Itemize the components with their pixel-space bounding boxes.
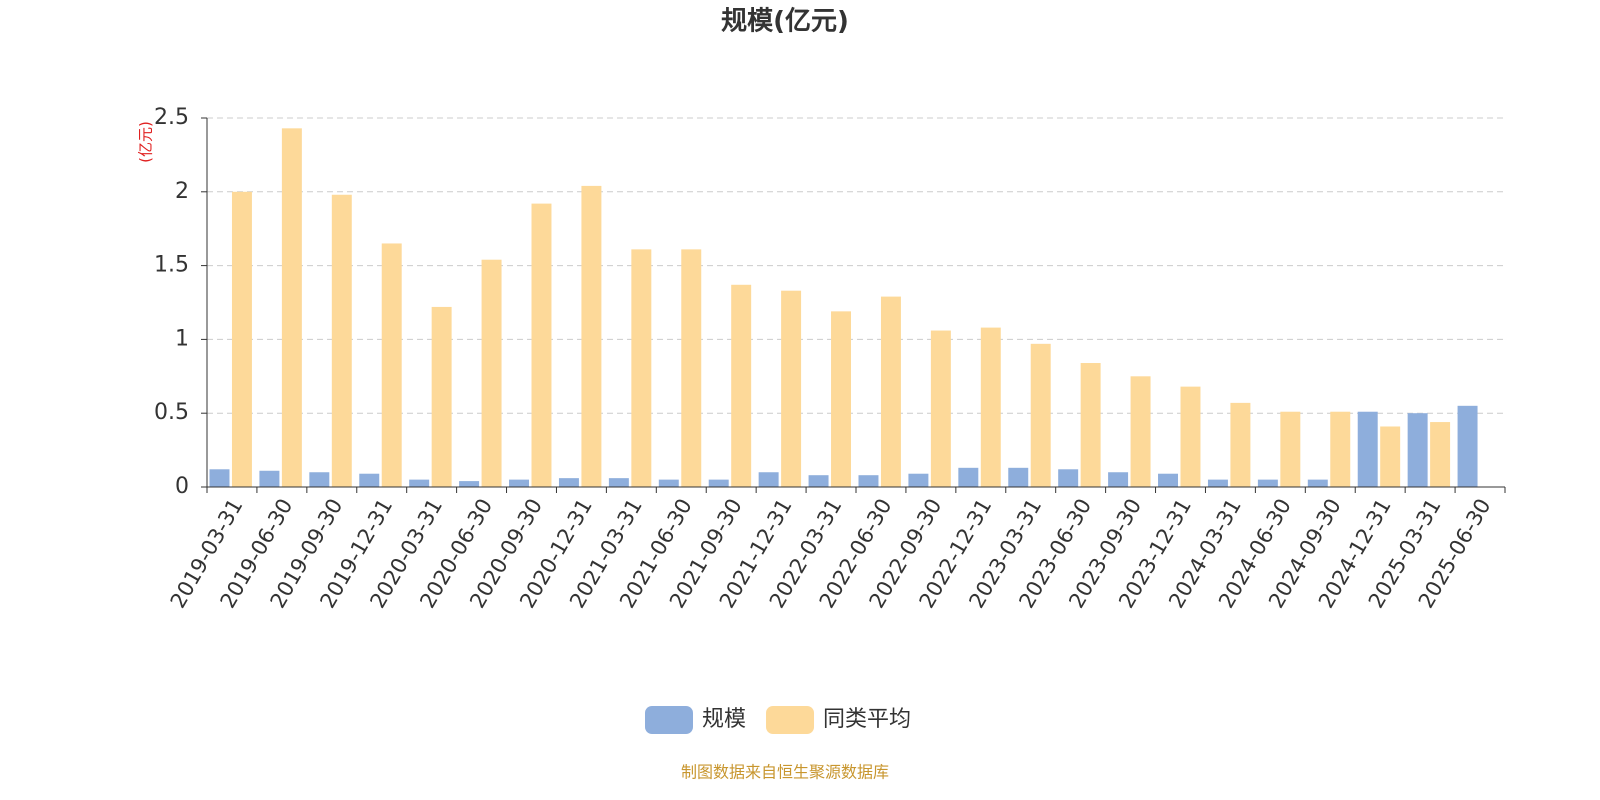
y-tick-label: 1 (175, 326, 189, 351)
bar (781, 290, 802, 487)
bar (209, 469, 230, 487)
bar (259, 470, 280, 487)
bar (980, 327, 1001, 487)
bar (309, 472, 330, 487)
bar (1457, 405, 1478, 487)
bar (708, 479, 729, 487)
bar (1030, 343, 1051, 487)
bar (281, 128, 302, 487)
bar (1180, 386, 1201, 487)
bar (1058, 469, 1079, 487)
bar (1257, 479, 1278, 487)
legend-label[interactable]: 规模 (702, 707, 746, 732)
bar (658, 479, 679, 487)
bar (1080, 363, 1101, 487)
bar (558, 478, 579, 487)
bar (231, 191, 252, 488)
bar (381, 243, 402, 487)
bar (331, 194, 352, 487)
bar (1430, 422, 1451, 487)
bar (731, 284, 752, 487)
bar (908, 473, 929, 487)
y-tick-label: 2.5 (154, 105, 189, 130)
bar (1407, 413, 1428, 487)
bar (1130, 376, 1151, 487)
bar (880, 296, 901, 487)
bar (509, 479, 530, 487)
bar (858, 475, 879, 487)
bar (1158, 473, 1179, 487)
legend-label[interactable]: 同类平均 (823, 707, 911, 732)
bar (359, 473, 380, 487)
bar (1108, 472, 1129, 487)
bar (1207, 479, 1228, 487)
bar (1330, 411, 1351, 487)
y-tick-label: 0 (175, 474, 189, 499)
bar (608, 478, 629, 487)
bar (1230, 402, 1251, 487)
y-unit-label: (亿元) (137, 121, 155, 163)
bar (1008, 467, 1029, 487)
bar (758, 472, 779, 487)
source-note: 制图数据来自恒生聚源数据库 (681, 763, 889, 782)
bar (409, 479, 430, 487)
bar (930, 330, 951, 487)
bar (1307, 479, 1328, 487)
bar (459, 481, 480, 487)
bar (1280, 411, 1301, 487)
bar (531, 203, 552, 487)
bar (1380, 426, 1401, 487)
y-tick-label: 2 (175, 179, 189, 204)
bar (431, 306, 452, 487)
bar (808, 475, 829, 487)
bar (831, 311, 852, 487)
bar (681, 249, 702, 487)
y-tick-label: 1.5 (154, 253, 189, 278)
bar (581, 185, 602, 487)
bar (958, 467, 979, 487)
chart-title: 规模(亿元) (721, 7, 849, 37)
bar (1357, 411, 1378, 487)
bar (481, 259, 502, 487)
legend-swatch[interactable] (645, 706, 693, 734)
legend-swatch[interactable] (766, 706, 815, 734)
y-tick-label: 0.5 (154, 400, 189, 425)
bar (631, 249, 652, 487)
